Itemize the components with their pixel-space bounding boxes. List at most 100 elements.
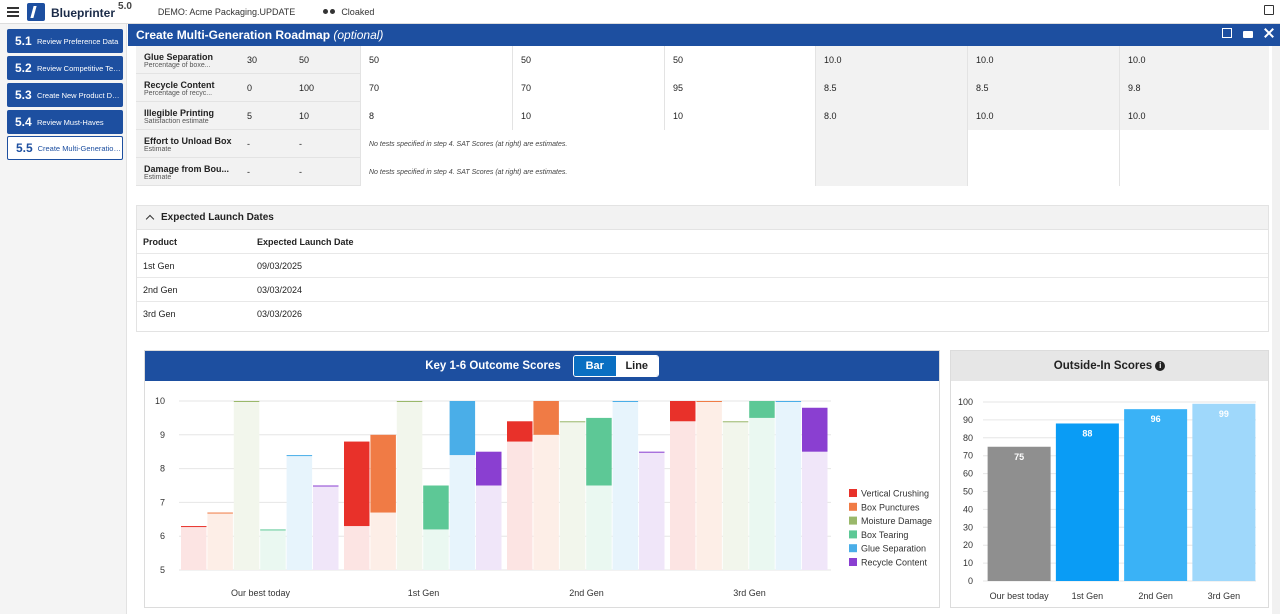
expand-icon[interactable]	[1222, 28, 1232, 38]
product-cell: 2nd Gen	[143, 284, 178, 295]
feature-name: Illegible Printing	[144, 107, 215, 118]
target-value-input[interactable]: 8	[360, 102, 512, 130]
bar-increment	[207, 512, 233, 514]
menu-icon[interactable]	[7, 6, 19, 17]
step-number: 5.5	[16, 141, 33, 155]
panel-title: Create Multi-Generation Roadmap (optiona…	[136, 28, 383, 42]
target-value-input[interactable]: 10	[512, 102, 664, 130]
feature-name-cell: Damage from Bou... Estimate	[144, 158, 239, 186]
bar-base	[286, 455, 313, 570]
score-data-label: 88	[1082, 428, 1092, 438]
feature-subtitle: Estimate	[144, 173, 172, 181]
panel-title-text: Create Multi-Generation Roadmap	[136, 28, 331, 42]
target-value-input[interactable]: 50	[512, 46, 664, 74]
feature-name-cell: Illegible Printing Satisfaction estimate	[144, 102, 239, 130]
bar-base	[802, 451, 828, 570]
top-bar: Blueprinter 5.0 DEMO: Acme Packaging.UPDA…	[0, 0, 1280, 24]
score-cell: 8.0	[815, 102, 967, 130]
score-cell: 10.0	[967, 102, 1119, 130]
bar-base	[696, 401, 722, 570]
score-cell	[967, 158, 1119, 186]
bar-increment	[775, 401, 802, 402]
bar-increment	[370, 434, 396, 513]
bar-base	[233, 401, 260, 570]
x-category-label: 1st Gen	[1072, 591, 1104, 601]
feature-name: Effort to Unload Box	[144, 135, 232, 146]
high-value-cell: -	[299, 139, 302, 149]
table-row: 1st Gen 09/03/2025	[137, 254, 1268, 278]
app-brand: Blueprinter 5.0	[51, 0, 132, 20]
sidebar-step-5-1[interactable]: 5.1 Review Preference Data	[7, 29, 123, 53]
bar-base	[396, 401, 423, 570]
target-value-input[interactable]: 50	[664, 46, 815, 74]
sidebar-step-5-2[interactable]: 5.2 Review Competitive Test ...	[7, 56, 123, 80]
y-tick-label: 100	[958, 397, 973, 407]
target-value-input[interactable]: 10	[664, 102, 815, 130]
feature-table: Glue Separation Percentage of boxe... 30 50…	[136, 46, 1269, 188]
high-value-cell: 100	[299, 83, 315, 93]
x-category-label: 2nd Gen	[1138, 591, 1173, 601]
sidebar-step-5-4[interactable]: 5.4 Review Must-Haves	[7, 110, 123, 134]
outcome-scores-title: Key 1-6 Outcome Scores	[425, 360, 561, 372]
y-tick-label: 40	[963, 504, 973, 514]
score-cell: 8.5	[815, 74, 967, 102]
y-tick-label: 0	[968, 576, 973, 586]
close-icon[interactable]	[1264, 28, 1274, 38]
step-label: Review Competitive Test ...	[37, 63, 123, 73]
print-icon[interactable]	[1243, 30, 1253, 38]
app-version: 5.0	[118, 0, 132, 12]
bar-increment	[696, 401, 722, 402]
legend-swatch	[849, 502, 857, 511]
product-cell: 1st Gen	[143, 260, 175, 271]
bar-base	[670, 421, 696, 570]
score-cell	[967, 130, 1119, 158]
cloaked-toggle[interactable]: Cloaked	[323, 7, 374, 17]
target-value-input[interactable]: 95	[664, 74, 815, 102]
bar-increment	[802, 407, 828, 452]
outcome-scores-panel: Key 1-6 Outcome Scores Bar Line 5 6 7 8 9 10 O…	[144, 350, 940, 608]
launch-table-header: Product Expected Launch Date	[137, 230, 1268, 254]
step-label: Create New Product Des...	[37, 90, 123, 100]
scrollbar[interactable]	[1272, 46, 1280, 614]
note-cell: No tests specified in step 4. SAT Scores…	[360, 158, 815, 186]
outside-in-bar-chart: 0 10 20 30 40 50 60 70 80 90 100 75 Our best today 88…	[958, 397, 1256, 601]
score-cell	[815, 130, 967, 158]
legend-swatch	[849, 489, 857, 497]
score-cell	[1119, 130, 1269, 158]
bar-base	[612, 401, 639, 570]
line-toggle-button[interactable]: Line	[615, 356, 658, 376]
info-icon[interactable]: i	[1155, 361, 1166, 371]
target-value-input[interactable]: 70	[360, 74, 512, 102]
legend-swatch	[849, 530, 857, 539]
fullscreen-icon[interactable]	[1264, 5, 1274, 15]
demo-project-label: DEMO: Acme Packaging.UPDATE	[157, 6, 296, 17]
score-cell	[1119, 158, 1269, 186]
sidebar-step-5-5[interactable]: 5.5 Create Multi-Generation ...	[7, 136, 123, 160]
estimate-note: No tests specified in step 4. SAT Scores…	[369, 168, 568, 176]
launch-dates-header[interactable]: Expected Launch Dates	[137, 206, 1268, 230]
legend-label: Recycle Content	[861, 558, 928, 568]
score-cell: 10.0	[967, 46, 1119, 74]
bar-increment	[313, 485, 339, 487]
outcome-bar-chart: 5 6 7 8 9 10 Our best today 1st Gen 2nd Gen 3rd G…	[155, 396, 932, 598]
x-category-label: Our best today	[231, 588, 291, 598]
step-label: Create Multi-Generation ...	[37, 143, 122, 153]
target-value-input[interactable]: 50	[360, 46, 512, 74]
feature-subtitle: Estimate	[144, 145, 172, 153]
feature-name-cell: Effort to Unload Box Estimate	[144, 130, 239, 158]
score-cell: 10.0	[1119, 46, 1269, 74]
bar-increment	[612, 401, 639, 402]
legend-label: Box Tearing	[861, 530, 908, 540]
legend-swatch	[849, 544, 857, 553]
sidebar-step-5-3[interactable]: 5.3 Create New Product Des...	[7, 83, 123, 107]
bar-increment	[344, 441, 370, 527]
bar-toggle-button[interactable]: Bar	[573, 356, 616, 376]
high-value-cell: 10	[299, 111, 310, 121]
table-row: 2nd Gen 03/03/2024	[137, 278, 1268, 302]
step-number: 5.2	[15, 61, 32, 75]
feature-row: Damage from Bou... Estimate - - No tests spe…	[136, 158, 1269, 186]
feature-name-cell: Recycle Content Percentage of recyc...	[144, 74, 239, 102]
bar-base	[639, 451, 665, 570]
target-value-input[interactable]: 70	[512, 74, 664, 102]
bar-base	[586, 485, 612, 570]
